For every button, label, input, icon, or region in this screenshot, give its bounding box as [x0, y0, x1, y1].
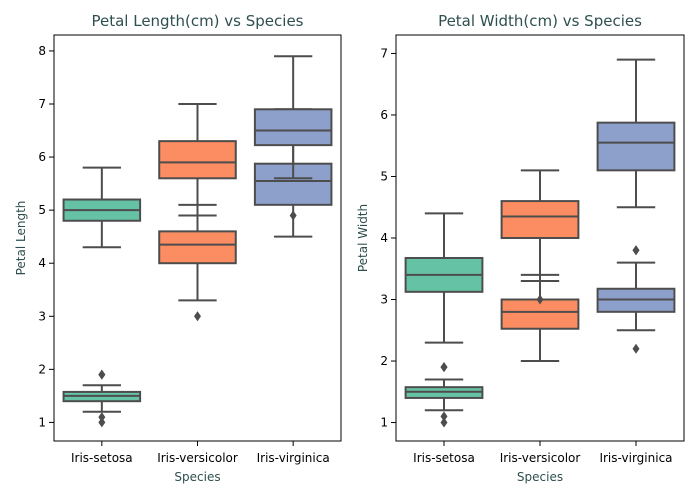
box-iqr [158, 230, 237, 265]
y-tick-label: 1 [380, 416, 388, 430]
box-4 [158, 102, 237, 217]
box-1 [500, 273, 580, 363]
box-0 [62, 369, 142, 428]
x-axis-label: Species [174, 470, 220, 484]
y-axis-label: Petal Length [14, 201, 28, 276]
box-iqr [253, 108, 333, 147]
outlier-point [632, 245, 640, 256]
box-iqr [596, 121, 676, 172]
y-tick-label: 5 [38, 203, 46, 217]
y-tick-label: 7 [380, 46, 388, 60]
box-2 [596, 245, 676, 354]
outlier-point [440, 362, 448, 373]
x-tick-label: Iris-versicolor [500, 451, 581, 465]
x-tick-label: Iris-virginica [257, 451, 330, 465]
box-iqr [158, 140, 237, 180]
outlier-point [194, 311, 201, 322]
chart-title: Petal Width(cm) vs Species [438, 12, 642, 30]
outlier-point [536, 294, 544, 305]
box-1 [158, 203, 237, 322]
x-tick-label: Iris-setosa [71, 451, 133, 465]
y-tick-label: 6 [380, 108, 388, 122]
box-3 [62, 166, 142, 249]
box-5 [253, 55, 333, 180]
y-tick-label: 8 [38, 44, 46, 58]
box-0 [404, 362, 484, 428]
outlier-point [98, 412, 106, 423]
outlier-point [440, 417, 448, 428]
y-tick-label: 7 [38, 97, 46, 111]
y-tick-label: 2 [380, 354, 388, 368]
y-tick-label: 6 [38, 150, 46, 164]
petal-length-panel: Petal Length(cm) vs Species 1 2 3 4 5 6 7 8 Iris-… [14, 12, 342, 484]
box-iqr [500, 200, 580, 240]
box-3 [404, 212, 484, 344]
x-tick-label: Iris-versicolor [157, 451, 238, 465]
box-5 [596, 58, 676, 209]
x-tick-label: Iris-virginica [599, 451, 672, 465]
petal-width-panel: Petal Width(cm) vs Species 1 2 3 4 5 6 7 Iris-se… [356, 12, 685, 484]
y-tick-label: 4 [380, 231, 388, 245]
y-tick-label: 3 [380, 293, 388, 307]
outlier-point [98, 369, 106, 380]
outlier-point [98, 417, 106, 428]
box-4 [500, 169, 580, 305]
y-tick-label: 3 [38, 309, 46, 323]
y-tick-label: 2 [38, 362, 46, 376]
y-tick-label: 1 [38, 415, 46, 429]
x-tick-label: Iris-setosa [413, 451, 475, 465]
y-tick-label: 4 [38, 256, 46, 270]
outlier-point [289, 210, 297, 221]
y-axis-label: Petal Width [356, 204, 370, 272]
outlier-point [632, 343, 640, 354]
outlier-point [440, 411, 448, 422]
chart-title: Petal Length(cm) vs Species [91, 12, 303, 30]
x-axis-label: Species [517, 470, 563, 484]
y-tick-label: 5 [380, 169, 388, 183]
